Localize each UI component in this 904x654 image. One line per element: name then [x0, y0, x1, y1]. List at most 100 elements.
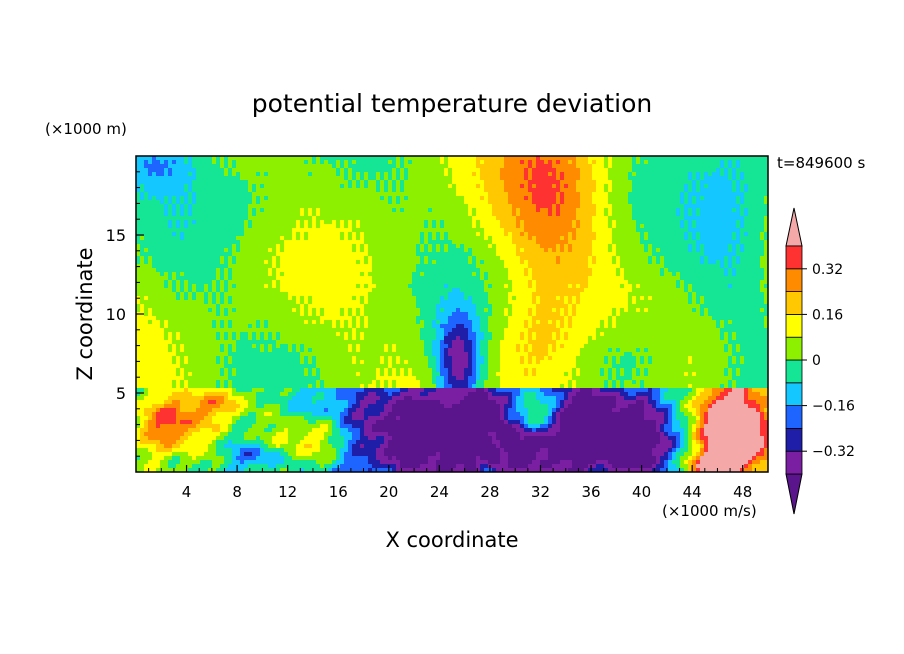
contour-cell: [180, 208, 184, 213]
contour-cell: [536, 308, 552, 313]
contour-cell: [480, 352, 488, 357]
contour-cell: [548, 160, 552, 165]
contour-cell: [532, 176, 556, 181]
contour-cell: [284, 240, 364, 245]
contour-cell: [180, 220, 184, 225]
contour-cell: [488, 392, 492, 397]
contour-cell: [564, 192, 580, 197]
contour-cell: [560, 208, 576, 213]
contour-cell: [360, 444, 364, 449]
x-tick-label: 12: [278, 483, 297, 501]
contour-cell: [500, 416, 504, 421]
contour-cell: [668, 268, 724, 273]
contour-cell: [304, 308, 308, 313]
contour-cell: [176, 280, 180, 285]
contour-cell: [440, 320, 448, 325]
contour-cell: [148, 312, 152, 317]
contour-cell: [160, 464, 168, 469]
contour-cell: [228, 276, 232, 281]
contour-cell: [376, 452, 384, 457]
contour-cell: [396, 380, 420, 385]
contour-cell: [192, 296, 196, 301]
contour-cell: [180, 336, 216, 341]
contour-cell: [476, 172, 480, 177]
contour-cell: [560, 460, 572, 465]
contour-cell: [228, 428, 232, 433]
contour-cell: [144, 312, 148, 317]
contour-cell: [152, 412, 156, 417]
contour-cell: [580, 352, 624, 357]
contour-cell: [632, 300, 636, 305]
contour-cell: [252, 344, 256, 349]
contour-cell: [524, 224, 572, 229]
contour-cell: [520, 256, 556, 261]
contour-cell: [480, 196, 484, 201]
contour-cell: [704, 412, 708, 417]
contour-cell: [436, 368, 440, 373]
contour-cell: [364, 284, 368, 289]
contour-cell: [472, 260, 476, 265]
contour-cell: [504, 160, 520, 165]
contour-cell: [484, 184, 504, 189]
contour-cell: [392, 348, 396, 353]
contour-cell: [384, 344, 388, 349]
contour-cell: [140, 424, 144, 429]
contour-cell: [280, 236, 284, 241]
contour-cell: [700, 312, 704, 317]
contour-cell: [456, 184, 476, 189]
contour-cell: [344, 332, 348, 337]
contour-cell: [520, 424, 524, 429]
contour-cell: [264, 184, 340, 189]
contour-cell: [364, 396, 380, 401]
contour-cell: [292, 228, 352, 233]
contour-cell: [744, 216, 764, 221]
contour-cell: [388, 384, 392, 389]
contour-cell: [280, 468, 288, 472]
contour-cell: [428, 244, 432, 249]
contour-cell: [716, 396, 724, 401]
contour-cell: [736, 268, 764, 273]
contour-cell: [688, 448, 692, 453]
contour-cell: [508, 316, 532, 321]
contour-cell: [300, 208, 304, 213]
contour-cell: [188, 220, 192, 225]
contour-cell: [628, 176, 688, 181]
contour-cell: [304, 236, 308, 241]
contour-cell: [156, 196, 164, 201]
contour-cell: [616, 380, 620, 385]
contour-cell: [636, 228, 688, 233]
contour-cell: [144, 420, 148, 425]
contour-cell: [700, 188, 732, 193]
contour-cell: [264, 428, 272, 433]
contour-cell: [300, 296, 304, 301]
contour-cell: [248, 400, 256, 405]
contour-cell: [700, 440, 704, 445]
contour-cell: [404, 184, 448, 189]
contour-cell: [408, 368, 412, 373]
contour-cell: [568, 336, 588, 341]
contour-cell: [136, 452, 152, 457]
contour-cell: [228, 432, 244, 437]
contour-cell: [576, 296, 580, 301]
contour-cell: [452, 368, 464, 373]
contour-cell: [480, 172, 500, 177]
contour-cell: [384, 380, 388, 385]
contour-cell: [564, 300, 568, 305]
contour-cell: [348, 320, 352, 325]
contour-cell: [760, 232, 764, 237]
contour-cell: [172, 356, 176, 361]
contour-cell: [572, 312, 576, 317]
contour-cell: [224, 276, 228, 281]
contour-cell: [576, 392, 592, 397]
contour-cell: [148, 428, 188, 433]
contour-cell: [244, 408, 280, 413]
contour-cell: [724, 372, 728, 377]
contour-cell: [344, 452, 352, 457]
contour-cell: [228, 348, 232, 353]
contour-cell: [732, 388, 744, 393]
contour-cell: [500, 380, 568, 385]
contour-cell: [652, 256, 656, 261]
contour-cell: [176, 440, 184, 445]
contour-cell: [232, 416, 240, 421]
contour-cell: [724, 256, 728, 261]
